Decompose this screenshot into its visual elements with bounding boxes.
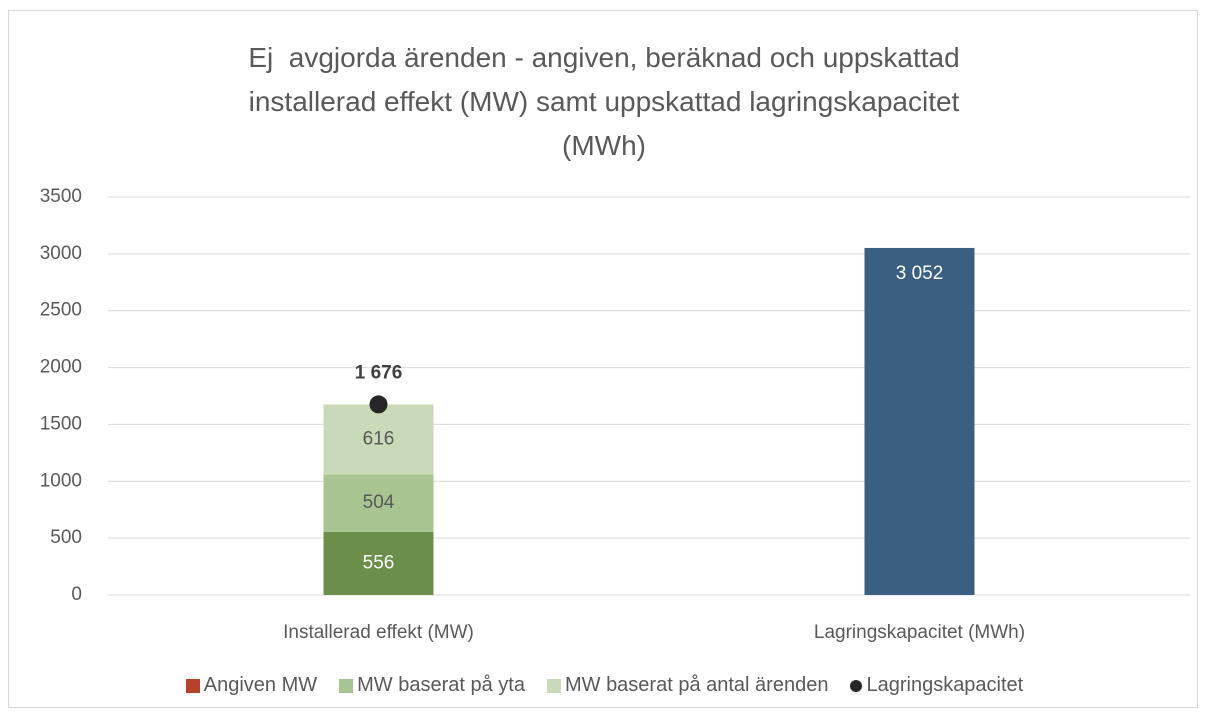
bar-segment xyxy=(323,474,434,532)
y-tick-label: 1000 xyxy=(40,470,82,491)
legend-item: Lagringskapacitet xyxy=(850,674,1023,697)
legend-label: Lagringskapacitet xyxy=(866,674,1024,696)
bar-segment xyxy=(864,247,975,595)
legend-swatch xyxy=(339,678,354,693)
legend: Angiven MW MW baserat på yta MW baserat på… xyxy=(0,674,1209,697)
legend-item: Angiven MW xyxy=(185,674,318,697)
data-label: 1 676 xyxy=(355,362,403,383)
marker xyxy=(369,395,388,414)
bar-segment xyxy=(323,404,434,475)
legend-label: MW baserat på antal ärenden xyxy=(564,674,829,696)
legend-swatch xyxy=(546,678,561,693)
legend-item: MW baserat på yta xyxy=(339,674,525,697)
legend-label: MW baserat på yta xyxy=(357,674,525,696)
y-tick-label: 1500 xyxy=(40,413,82,434)
y-tick-label: 2000 xyxy=(40,357,82,378)
y-tick-label: 2500 xyxy=(40,300,82,321)
data-label: 504 xyxy=(363,492,395,513)
data-label: 3 052 xyxy=(896,263,944,284)
x-tick-label: Installerad effekt (MW) xyxy=(283,622,474,643)
bar-segment xyxy=(323,531,434,595)
x-tick-label: Lagringskapacitet (MWh) xyxy=(814,622,1025,643)
y-tick-label: 0 xyxy=(71,584,82,605)
y-tick-label: 3500 xyxy=(40,186,82,207)
chart-frame xyxy=(8,10,1198,708)
y-tick-label: 500 xyxy=(50,527,82,548)
legend-label: Angiven MW xyxy=(203,674,318,696)
legend-swatch xyxy=(850,679,863,692)
data-label: 556 xyxy=(363,552,395,573)
chart-title: Ej avgjorda ärenden - angiven, beräknad … xyxy=(248,42,968,161)
data-label: 616 xyxy=(363,428,395,449)
y-tick-label: 3000 xyxy=(40,243,82,264)
legend-swatch xyxy=(185,678,200,693)
legend-item: MW baserat på antal ärenden xyxy=(546,674,829,697)
